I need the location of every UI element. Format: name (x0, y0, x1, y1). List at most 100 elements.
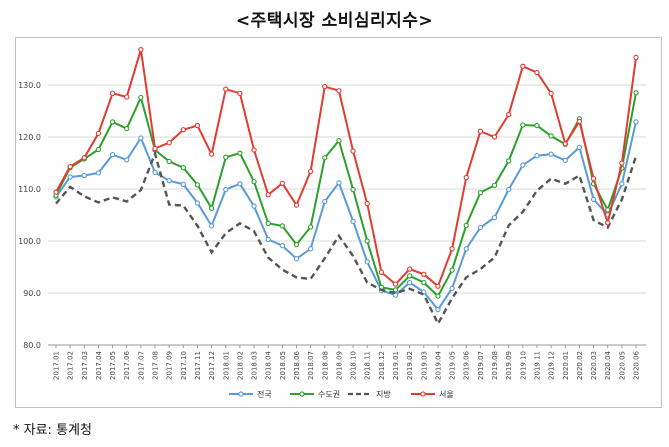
data-point (392, 292, 399, 298)
data-point (477, 189, 484, 196)
data-point (109, 152, 116, 158)
data-point (95, 146, 102, 153)
data-point (520, 122, 526, 128)
data-point (251, 147, 257, 153)
data-point (449, 267, 455, 273)
chart-frame (15, 37, 662, 408)
source-note: * 자료: 통계청 (13, 423, 92, 438)
data-point (265, 236, 271, 243)
data-point (322, 155, 328, 161)
data-point (350, 186, 356, 193)
data-point (81, 172, 87, 179)
data-point (166, 178, 172, 184)
x-tick-label: 2018.09 (335, 351, 343, 380)
data-point (322, 83, 328, 90)
data-point (421, 279, 427, 286)
legend-label: 지방 (376, 389, 391, 399)
x-tick-label: 2018.04 (265, 350, 273, 379)
data-point (491, 214, 498, 221)
data-point (293, 241, 300, 248)
legend-label: 수도권 (318, 389, 340, 399)
data-point (180, 181, 186, 187)
data-point (576, 144, 583, 151)
data-point (576, 118, 583, 125)
data-point (336, 180, 342, 186)
data-point (506, 158, 512, 164)
x-tick-label: 2018.05 (279, 351, 287, 380)
series-line (55, 49, 637, 288)
data-point (336, 137, 342, 144)
x-tick-label: 2019.06 (463, 350, 471, 379)
data-point (194, 200, 201, 206)
data-point (152, 169, 158, 176)
data-point (364, 259, 370, 265)
series-line (55, 92, 637, 298)
data-point (590, 196, 597, 203)
data-point (477, 224, 484, 231)
data-point (307, 168, 314, 174)
x-tick-label: 2017.03 (81, 351, 89, 380)
data-point (138, 94, 144, 101)
data-point (463, 174, 469, 181)
y-tick-label: 90.0 (23, 289, 41, 298)
legend-marker (420, 391, 426, 397)
x-tick-label: 2017.04 (95, 350, 103, 379)
data-point (407, 273, 413, 279)
data-point (605, 207, 611, 213)
x-tick-label: 2018.03 (251, 351, 259, 380)
data-point (590, 175, 597, 182)
x-tick-label: 2017.08 (152, 351, 160, 380)
data-point (109, 90, 116, 96)
x-tick-label: 2019.11 (533, 351, 541, 380)
data-point (392, 287, 399, 293)
x-tick-label: 2019.04 (434, 350, 442, 379)
series-3 (55, 149, 638, 327)
x-tick-label: 2020.05 (618, 351, 626, 380)
data-point (506, 186, 512, 193)
data-point (223, 186, 229, 193)
x-tick-label: 2017.10 (180, 351, 188, 380)
x-tick-label: 2017.09 (166, 351, 174, 380)
x-tick-label: 2017.12 (208, 351, 216, 380)
data-point (449, 246, 455, 252)
x-tick-label: 2020.03 (590, 351, 598, 380)
data-point (548, 90, 554, 96)
data-point (67, 163, 73, 170)
x-tick-label: 2018.01 (222, 351, 230, 380)
data-point (407, 279, 413, 286)
data-point (194, 182, 201, 188)
series-4 (53, 46, 639, 289)
data-point (378, 269, 385, 275)
data-point (95, 170, 102, 176)
data-point (392, 281, 399, 287)
data-point (491, 182, 498, 189)
data-point (534, 69, 540, 76)
data-point (279, 243, 285, 249)
data-point (619, 160, 625, 166)
x-tick-label: 2018.10 (350, 351, 358, 380)
x-tick-label: 2019.10 (519, 351, 527, 380)
data-point (279, 223, 285, 229)
data-point (548, 133, 554, 139)
data-point (364, 238, 370, 244)
data-point (237, 90, 243, 96)
data-point (463, 222, 469, 229)
data-point (336, 88, 342, 94)
data-point (421, 271, 427, 277)
data-point (407, 266, 413, 272)
series-line (55, 121, 637, 312)
data-point (562, 157, 568, 164)
data-point (237, 181, 243, 187)
x-tick-label: 2019.12 (548, 351, 556, 380)
series-1 (53, 119, 639, 313)
y-tick-label: 110.0 (18, 185, 41, 194)
legend-marker (299, 391, 305, 397)
x-tick-label: 2020.04 (604, 350, 612, 379)
data-point (265, 220, 271, 226)
x-tick-label: 2017.07 (137, 351, 145, 380)
legend-label: 서울 (439, 390, 454, 399)
data-point (449, 285, 455, 291)
data-point (138, 135, 144, 141)
y-tick-label: 80.0 (23, 341, 41, 350)
